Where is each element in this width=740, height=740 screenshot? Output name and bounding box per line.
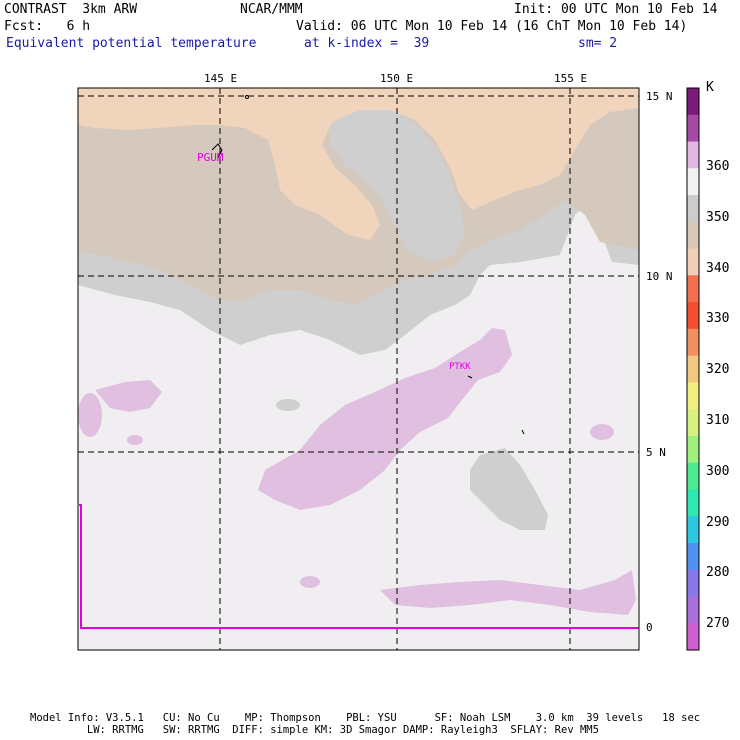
colorbar-swatch xyxy=(687,355,699,383)
colorbar-swatch xyxy=(687,516,699,544)
field-pink-patch-west xyxy=(95,380,162,412)
field-pink-patch-south xyxy=(380,570,636,615)
island-mark xyxy=(245,95,249,99)
guam-coastline xyxy=(211,143,223,159)
colorbar-label: 320 xyxy=(706,362,730,378)
smoothing-label: sm= 2 xyxy=(578,36,618,51)
field-pink-patch-sw xyxy=(300,576,320,588)
colorbar-swatch xyxy=(687,328,699,357)
colorbar-swatch xyxy=(687,462,699,490)
field-name: Equivalent potential temperature xyxy=(6,36,257,51)
colorbar-swatch xyxy=(687,302,699,330)
model-info-line2: LW: RRTMG SW: RRTMG DIFF: simple KM: 3D … xyxy=(30,724,599,736)
org-label: NCAR/MMM xyxy=(240,2,303,17)
map-frame xyxy=(77,87,640,651)
forecast-hour: Fcst: 6 h xyxy=(4,19,91,34)
colorbar-swatch xyxy=(687,435,699,464)
colorbar-swatch xyxy=(687,596,699,624)
model-info-line1: Model Info: V3.5.1 CU: No Cu MP: Thompso… xyxy=(30,712,701,724)
colorbar-swatch xyxy=(687,569,699,597)
lon-label-155: 155 E xyxy=(554,72,588,85)
colorbar-label: 360 xyxy=(706,159,730,174)
colorbar-swatch xyxy=(687,382,699,410)
colorbar-swatch xyxy=(687,275,699,303)
lat-label-0: 0 xyxy=(646,621,653,634)
colorbar-swatch xyxy=(687,141,699,169)
colorbar-label: 350 xyxy=(706,209,730,225)
colorbar-swatch xyxy=(687,195,699,223)
colorbar-label: 280 xyxy=(706,565,730,581)
field-pink-patch-edge xyxy=(78,393,102,437)
lon-label-145: 145 E xyxy=(204,72,238,85)
colorbar-swatch xyxy=(687,623,699,651)
colorbar-unit: K xyxy=(706,80,714,95)
colorbar-swatch xyxy=(687,88,699,116)
colorbar-swatch xyxy=(687,248,699,276)
field-north-grey-patch xyxy=(330,108,465,262)
map-field xyxy=(78,88,639,650)
colorbar-swatch xyxy=(687,221,699,250)
field-small-grey-patch xyxy=(276,399,300,411)
colorbar-label: 310 xyxy=(706,413,730,428)
colorbar xyxy=(687,88,699,651)
colorbar-swatch xyxy=(687,168,699,196)
island-coastline xyxy=(521,429,525,435)
field-pink-patch-east xyxy=(590,424,614,440)
colorbar-swatch xyxy=(687,409,699,437)
init-time: Init: 00 UTC Mon 10 Feb 14 xyxy=(514,2,718,17)
graticule xyxy=(78,88,639,650)
colorbar-label: 270 xyxy=(706,616,730,632)
field-pink-patch-small xyxy=(127,435,143,445)
station-label-pgum: PGUM xyxy=(197,151,224,164)
level-label: at k-index = 39 xyxy=(304,36,430,51)
lat-label-5n: 5 N xyxy=(646,446,666,459)
field-pink-band xyxy=(258,328,512,510)
valid-time: Valid: 06 UTC Mon 10 Feb 14 (16 ChT Mon … xyxy=(296,19,688,34)
lat-label-15n: 15 N xyxy=(646,90,673,103)
colorbar-swatch xyxy=(687,489,699,517)
colorbar-label: 330 xyxy=(706,311,730,327)
station-label-ptkk: PTKK xyxy=(449,362,471,372)
colorbar-label: 340 xyxy=(706,260,730,276)
chuuk-coastline xyxy=(467,375,473,379)
colorbar-swatch xyxy=(687,542,699,571)
lat-label-10n: 10 N xyxy=(646,270,673,283)
field-east-grey-patch xyxy=(470,448,548,530)
model-title: CONTRAST 3km ARW xyxy=(4,2,138,17)
colorbar-label: 290 xyxy=(706,514,730,530)
colorbar-label: 300 xyxy=(706,463,730,479)
boundary-line xyxy=(79,504,639,629)
colorbar-frame xyxy=(686,87,700,651)
colorbar-swatch xyxy=(687,114,699,143)
field-peach-band xyxy=(78,88,639,240)
lon-label-150: 150 E xyxy=(380,72,414,85)
